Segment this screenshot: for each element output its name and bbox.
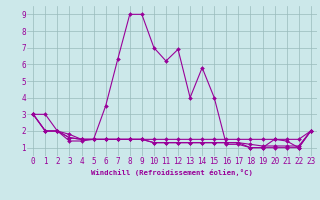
- X-axis label: Windchill (Refroidissement éolien,°C): Windchill (Refroidissement éolien,°C): [91, 169, 253, 176]
